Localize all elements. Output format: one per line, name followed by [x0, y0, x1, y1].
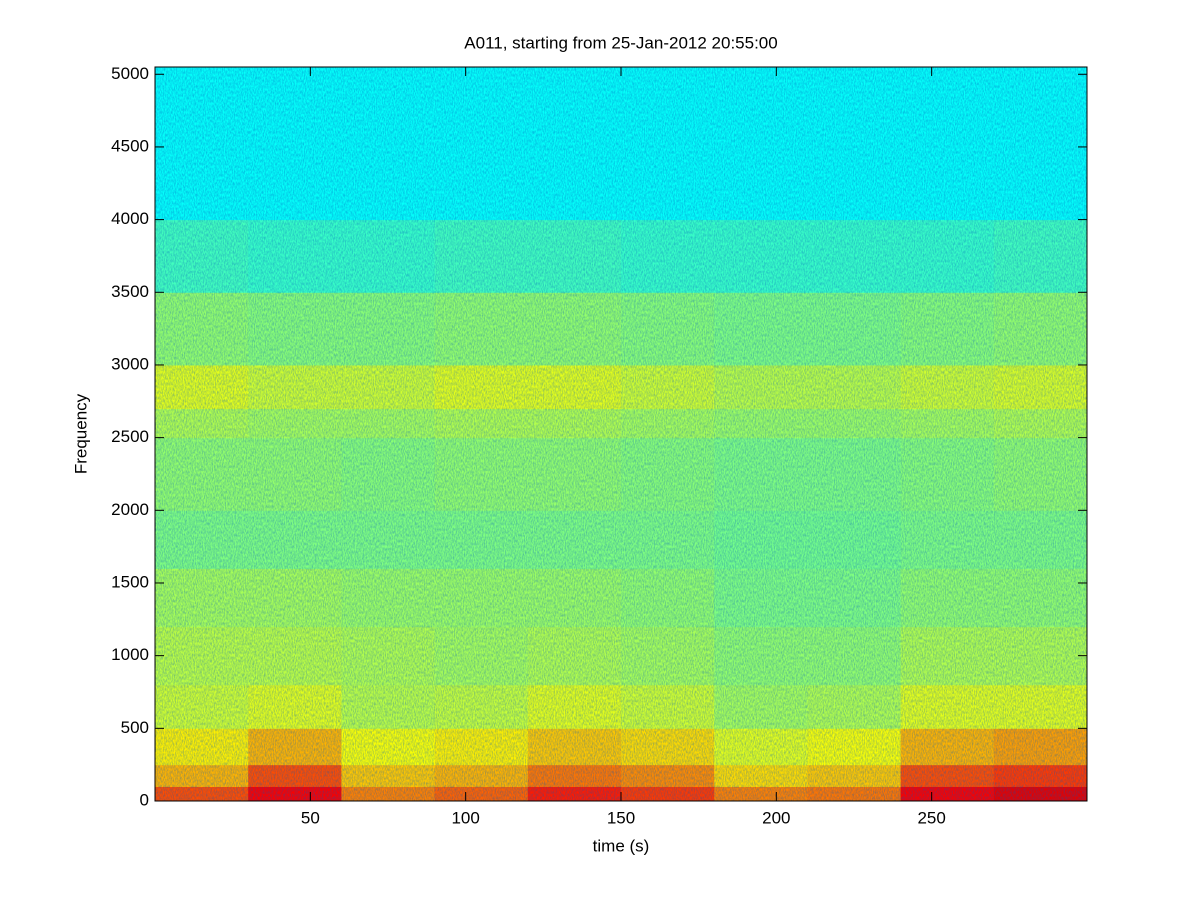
x-tick-label: 100: [451, 808, 479, 827]
axes: 50 100 150 200 25005001000150020002500300035…: [111, 64, 1087, 827]
y-tick-label: 2000: [111, 500, 149, 519]
x-axis-label: time (s): [593, 836, 650, 855]
y-tick-label: 0: [140, 790, 149, 809]
x-tick-label: 50: [301, 808, 320, 827]
y-tick-label: 5000: [111, 64, 149, 83]
noise-texture: [155, 67, 1087, 801]
plot-frame: [154, 66, 1088, 802]
y-tick-label: 1000: [111, 645, 149, 664]
y-tick-label: 3000: [111, 354, 149, 373]
y-tick-label: 4500: [111, 136, 149, 155]
x-tick-label: 250: [917, 808, 945, 827]
y-tick-label: 1500: [111, 572, 149, 591]
chart-title: A011, starting from 25-Jan-2012 20:55:00: [464, 33, 777, 52]
y-tick-label: 2500: [111, 427, 149, 446]
x-tick-label: 150: [607, 808, 635, 827]
y-tick-label: 3500: [111, 282, 149, 301]
y-tick-label: 500: [121, 718, 149, 737]
x-tick-label: 200: [762, 808, 790, 827]
y-tick-label: 4000: [111, 209, 149, 228]
y-axis-label: Frequency: [71, 393, 90, 474]
